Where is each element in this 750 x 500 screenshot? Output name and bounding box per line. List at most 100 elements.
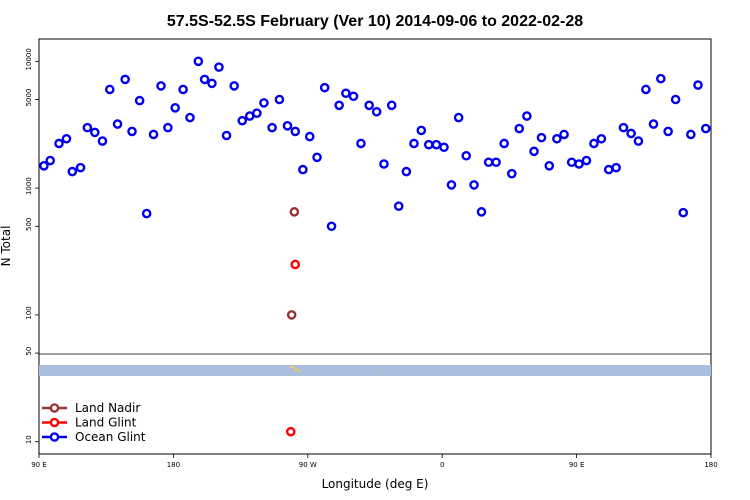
ocean-glint-point bbox=[379, 159, 389, 169]
ocean-glint-point bbox=[401, 166, 412, 177]
land-glint-point bbox=[285, 426, 296, 437]
x-tick-label: 180 bbox=[704, 461, 717, 469]
x-tick-label: 90 E bbox=[569, 461, 585, 469]
ocean-glint-point bbox=[596, 133, 607, 144]
ocean-glint-point bbox=[626, 128, 636, 139]
ocean-glint-point bbox=[423, 139, 434, 150]
ocean-glint-point bbox=[252, 108, 262, 118]
ocean-glint-point bbox=[514, 123, 525, 134]
ocean-glint-point bbox=[663, 126, 673, 137]
ocean-glint-point bbox=[298, 164, 308, 175]
ocean-glint-point bbox=[499, 138, 509, 149]
ocean-glint-point bbox=[439, 142, 449, 153]
ocean-glint-point bbox=[589, 138, 599, 149]
ocean-glint-point bbox=[127, 126, 137, 137]
ocean-glint-point bbox=[163, 122, 173, 133]
legend-label-land-glint: Land Glint bbox=[75, 416, 137, 430]
ocean-glint-point bbox=[552, 133, 562, 144]
ocean-glint-point bbox=[603, 164, 614, 175]
ocean-glint-point bbox=[229, 81, 239, 91]
ocean-glint-point bbox=[364, 100, 374, 111]
ocean-glint-point bbox=[416, 125, 427, 136]
ocean-glint-point bbox=[170, 103, 180, 113]
ocean-glint-point bbox=[112, 119, 123, 129]
ocean-glint-point bbox=[67, 166, 78, 177]
land-nadir-point bbox=[289, 207, 300, 217]
ocean-glint-point bbox=[469, 180, 479, 190]
ocean-glint-point bbox=[611, 162, 621, 173]
ocean-glint-point bbox=[90, 127, 100, 138]
ocean-glint-point bbox=[536, 132, 547, 143]
ocean-glint-point bbox=[54, 138, 64, 149]
ocean-glint-point bbox=[371, 106, 382, 117]
land-nadir-point bbox=[286, 310, 297, 320]
y-tick-label: 10000 bbox=[25, 48, 33, 70]
ocean-glint-point bbox=[61, 133, 72, 144]
map-strip bbox=[39, 365, 711, 376]
map-land-1 bbox=[294, 368, 298, 371]
map-land-0 bbox=[289, 366, 294, 368]
y-tick-label: 5000 bbox=[25, 89, 33, 107]
ocean-glint-point bbox=[483, 157, 494, 168]
plot-area bbox=[38, 38, 712, 455]
x-tick-label: 180 bbox=[167, 461, 180, 469]
legend-marker-land-glint bbox=[49, 417, 60, 428]
ocean-glint-point bbox=[274, 94, 285, 105]
ocean-glint-point bbox=[348, 91, 359, 102]
ocean-glint-point bbox=[446, 180, 457, 190]
x-tick-label: 90 E bbox=[31, 461, 47, 469]
ocean-glint-point bbox=[282, 121, 293, 131]
ocean-glint-point bbox=[120, 74, 130, 85]
ocean-glint-point bbox=[431, 139, 442, 150]
y-tick-label: 50 bbox=[25, 347, 33, 356]
ocean-glint-point bbox=[221, 130, 232, 141]
ocean-glint-point bbox=[148, 129, 159, 140]
ocean-glint-point bbox=[207, 78, 217, 89]
y-axis-label: N Total bbox=[0, 226, 13, 267]
ocean-glint-point bbox=[453, 112, 464, 123]
ocean-glint-point bbox=[678, 207, 689, 218]
ocean-glint-point bbox=[199, 74, 210, 85]
ocean-glint-point bbox=[670, 94, 681, 105]
x-axis: 90 E 180 90 W 0 90 E 180 bbox=[31, 454, 718, 469]
ocean-glint-point bbox=[312, 152, 322, 163]
ocean-glint-point bbox=[97, 136, 108, 146]
ocean-glint-point bbox=[259, 98, 269, 108]
ocean-glint-point bbox=[393, 201, 404, 212]
y-tick-label: 1000 bbox=[25, 177, 33, 195]
ocean-glint-point bbox=[566, 157, 577, 168]
y-tick-label: 500 bbox=[25, 218, 33, 231]
ocean-glint-point bbox=[656, 73, 666, 84]
ocean-glint-point bbox=[693, 80, 703, 90]
ocean-glint-point bbox=[506, 168, 517, 179]
ocean-glint-point bbox=[544, 160, 555, 171]
ocean-glint-point bbox=[633, 136, 644, 146]
x-tick-label: 0 bbox=[440, 461, 444, 469]
x-axis-label: Longitude (deg E) bbox=[322, 477, 429, 491]
ocean-glint-point bbox=[214, 62, 224, 72]
ocean-glint-point bbox=[574, 159, 584, 169]
map-band bbox=[39, 365, 711, 376]
ocean-glint-point bbox=[319, 82, 330, 93]
y-tick-label: 10 bbox=[25, 435, 33, 444]
ocean-glint-point bbox=[134, 95, 145, 106]
legend-marker-ocean-glint bbox=[49, 432, 60, 442]
chart-title: 57.5S-52.5S February (Ver 10) 2014-09-06… bbox=[167, 13, 583, 30]
ocean-glint-point bbox=[581, 155, 592, 166]
ocean-glint-point bbox=[618, 122, 629, 133]
ocean-glint-point bbox=[641, 84, 651, 95]
ocean-glint-point bbox=[686, 129, 696, 140]
ocean-glint-point bbox=[409, 138, 419, 149]
map-land-3 bbox=[379, 370, 381, 372]
legend-label-ocean-glint: Ocean Glint bbox=[75, 430, 146, 444]
y-tick-label: 100 bbox=[25, 306, 33, 319]
ocean-glint-point bbox=[326, 221, 337, 232]
ocean-glint-point bbox=[334, 100, 344, 111]
ocean-glint-point bbox=[559, 129, 569, 140]
ocean-glint-point bbox=[700, 123, 711, 134]
ocean-glint-point bbox=[304, 131, 315, 142]
ocean-glint-point bbox=[386, 100, 397, 111]
ocean-glint-point bbox=[341, 88, 351, 99]
ocean-glint-point bbox=[39, 160, 49, 171]
